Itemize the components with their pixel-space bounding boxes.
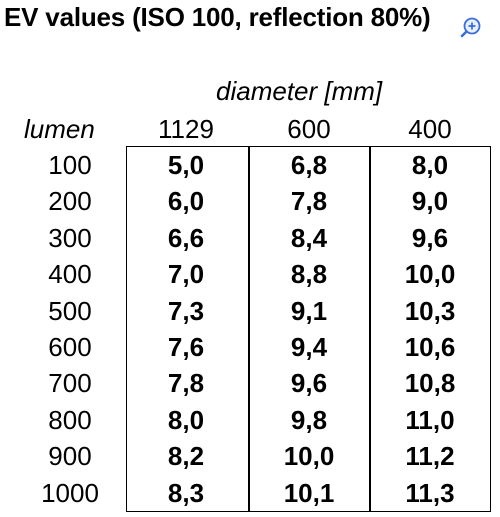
table-cell: 8,8 [290, 259, 328, 289]
table-cell: 9,1 [290, 296, 328, 326]
table-cell: 8,3 [167, 478, 205, 508]
table-cell: 11,0 [405, 405, 455, 435]
table-cell: 6,0 [167, 186, 205, 216]
row-label-lumen: 1000 [41, 478, 99, 508]
table-cell: 10,8 [404, 368, 456, 398]
row-label-lumen: 100 [48, 150, 92, 180]
table-cell: 10,0 [283, 441, 335, 471]
table-cell: 9,6 [290, 368, 328, 398]
zoom-in-icon[interactable] [460, 16, 482, 38]
table-cell: 8,0 [411, 150, 449, 180]
value-table-border [126, 146, 491, 512]
table-cell: 11,3 [405, 478, 455, 508]
column-divider [248, 146, 250, 512]
table-cell: 8,4 [290, 223, 328, 253]
row-label-lumen: 600 [48, 332, 92, 362]
row-label-lumen: 500 [48, 296, 92, 326]
table-cell: 9,8 [290, 405, 328, 435]
row-header-label: lumen [24, 114, 95, 144]
table-cell: 6,6 [167, 223, 205, 253]
table-cell: 10,1 [283, 478, 335, 508]
table-cell: 10,3 [404, 296, 456, 326]
table-cell: 7,0 [167, 259, 205, 289]
table-cell: 10,6 [404, 332, 456, 362]
table-cell: 8,0 [167, 405, 205, 435]
table-cell: 10,0 [404, 259, 456, 289]
row-label-lumen: 800 [48, 405, 92, 435]
column-header-1129: 1129 [158, 114, 214, 144]
column-header-600: 600 [287, 114, 331, 144]
table-cell: 5,0 [167, 150, 205, 180]
table-cell: 7,8 [167, 368, 205, 398]
row-label-lumen: 300 [48, 223, 92, 253]
table-cell: 7,8 [290, 186, 328, 216]
table-cell: 6,8 [290, 150, 328, 180]
column-header-400: 400 [408, 114, 452, 144]
column-group-header: diameter [mm] [216, 76, 383, 106]
table-cell: 8,2 [167, 441, 205, 471]
table-cell: 9,0 [411, 186, 449, 216]
table-cell: 11,2 [405, 441, 455, 471]
row-label-lumen: 200 [48, 186, 92, 216]
row-label-lumen: 700 [48, 368, 92, 398]
page-title: EV values (ISO 100, reflection 80%) [4, 2, 431, 32]
row-label-lumen: 400 [48, 259, 92, 289]
table-cell: 9,6 [411, 223, 449, 253]
table-cell: 7,3 [167, 296, 205, 326]
row-label-lumen: 900 [48, 441, 92, 471]
table-cell: 7,6 [167, 332, 205, 362]
column-divider [369, 146, 371, 512]
table-cell: 9,4 [290, 332, 328, 362]
